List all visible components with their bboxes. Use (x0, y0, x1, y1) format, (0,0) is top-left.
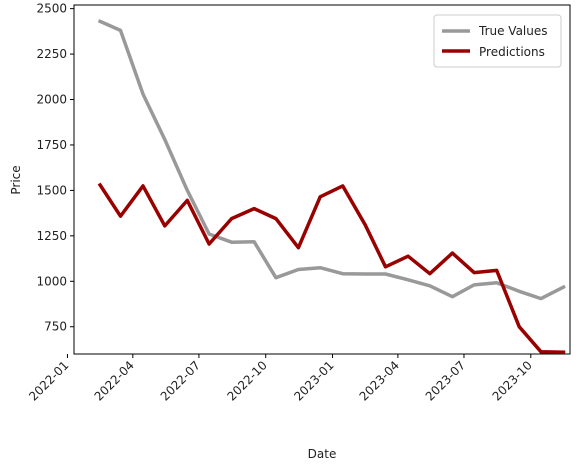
legend-box (433, 14, 562, 68)
legend-label-predictions: Predictions (479, 45, 545, 59)
y-tick-label: 1750 (36, 138, 67, 152)
y-tick-label: 1500 (36, 183, 67, 197)
y-tick-label: 2000 (36, 93, 67, 107)
y-tick-label: 2250 (36, 47, 67, 61)
legend-label-true-values: True Values (478, 24, 548, 38)
series-line-true-values (97, 19, 566, 301)
series-layer (97, 19, 566, 354)
legend: True Values Predictions (433, 14, 562, 68)
y-tick-label: 2500 (36, 2, 67, 16)
y-tick-label: 1250 (36, 229, 67, 243)
x-axis-label: Date (308, 447, 337, 461)
series-line-predictions (97, 182, 566, 354)
y-tick-label: 1000 (36, 274, 67, 288)
y-tick-label: 750 (44, 320, 67, 334)
y-axis: 750 1000 1250 1500 1750 2000 2250 2500 (36, 2, 74, 334)
y-axis-label: Price (9, 165, 23, 194)
